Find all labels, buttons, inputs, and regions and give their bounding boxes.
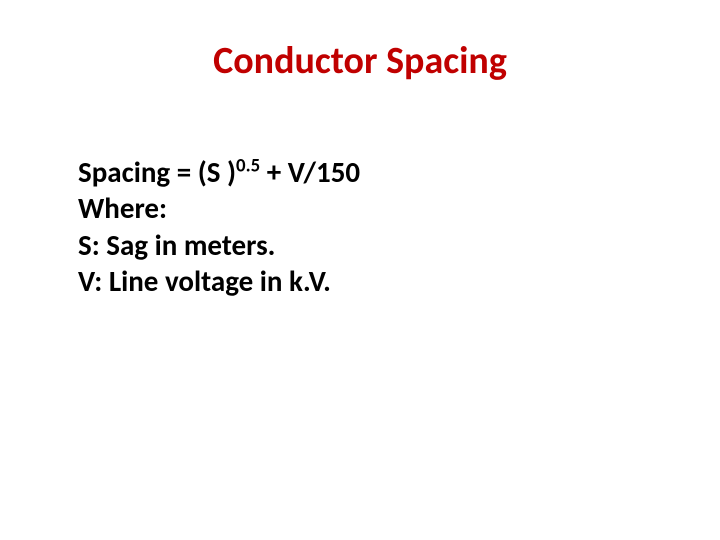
formula-exponent: 0.5 <box>236 154 260 177</box>
formula-prefix: Spacing = (S ) <box>78 154 236 190</box>
slide-body: Spacing = (S )0.5 + V/150 Where: S: Sag … <box>78 154 650 299</box>
formula-line: Spacing = (S )0.5 + V/150 <box>78 154 650 190</box>
s-definition: S: Sag in meters. <box>78 227 650 263</box>
formula-suffix: + V/150 <box>260 154 360 190</box>
slide-title: Conductor Spacing <box>70 38 650 84</box>
slide: Conductor Spacing Spacing = (S )0.5 + V/… <box>0 0 720 540</box>
where-label: Where: <box>78 190 650 226</box>
v-definition: V: Line voltage in k.V. <box>78 263 650 299</box>
